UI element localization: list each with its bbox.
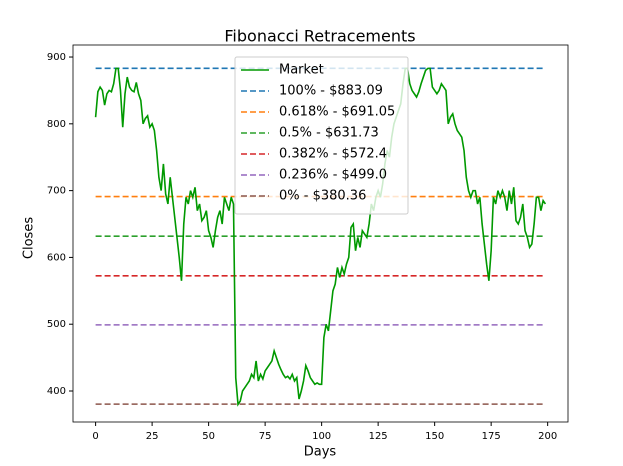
chart-title: Fibonacci Retracements (224, 27, 415, 46)
legend-label: 0% - $380.36 (279, 189, 366, 204)
legend-label: 0.5% - $631.73 (279, 126, 379, 141)
y-tick-label: 500 (47, 319, 66, 330)
x-axis-label: Days (304, 445, 337, 460)
x-tick-label: 175 (482, 431, 501, 442)
legend-label: 0.382% - $572.4 (279, 147, 387, 162)
legend-label: Market (279, 63, 324, 78)
x-tick-label: 150 (425, 431, 444, 442)
y-tick-label: 900 (47, 52, 66, 63)
x-tick-label: 200 (538, 431, 557, 442)
legend-label: 0.618% - $691.05 (279, 105, 395, 120)
y-tick-label: 800 (47, 119, 66, 130)
legend-box (234, 56, 409, 215)
x-tick-label: 0 (92, 431, 98, 442)
market-line (94, 67, 547, 407)
x-tick-label: 125 (369, 431, 388, 442)
y-tick-label: 700 (47, 186, 66, 197)
x-tick-label: 25 (146, 431, 159, 442)
y-axis-label: Closes (22, 217, 37, 259)
x-tick-label: 100 (312, 431, 331, 442)
x-tick-label: 50 (202, 431, 215, 442)
legend-label: 100% - $883.09 (279, 84, 383, 99)
legend-label: 0.236% - $499.0 (279, 168, 387, 183)
x-tick-label: 75 (259, 431, 272, 442)
y-tick-label: 600 (47, 252, 66, 263)
plot-frame (72, 44, 569, 423)
y-tick-label: 400 (47, 386, 66, 397)
